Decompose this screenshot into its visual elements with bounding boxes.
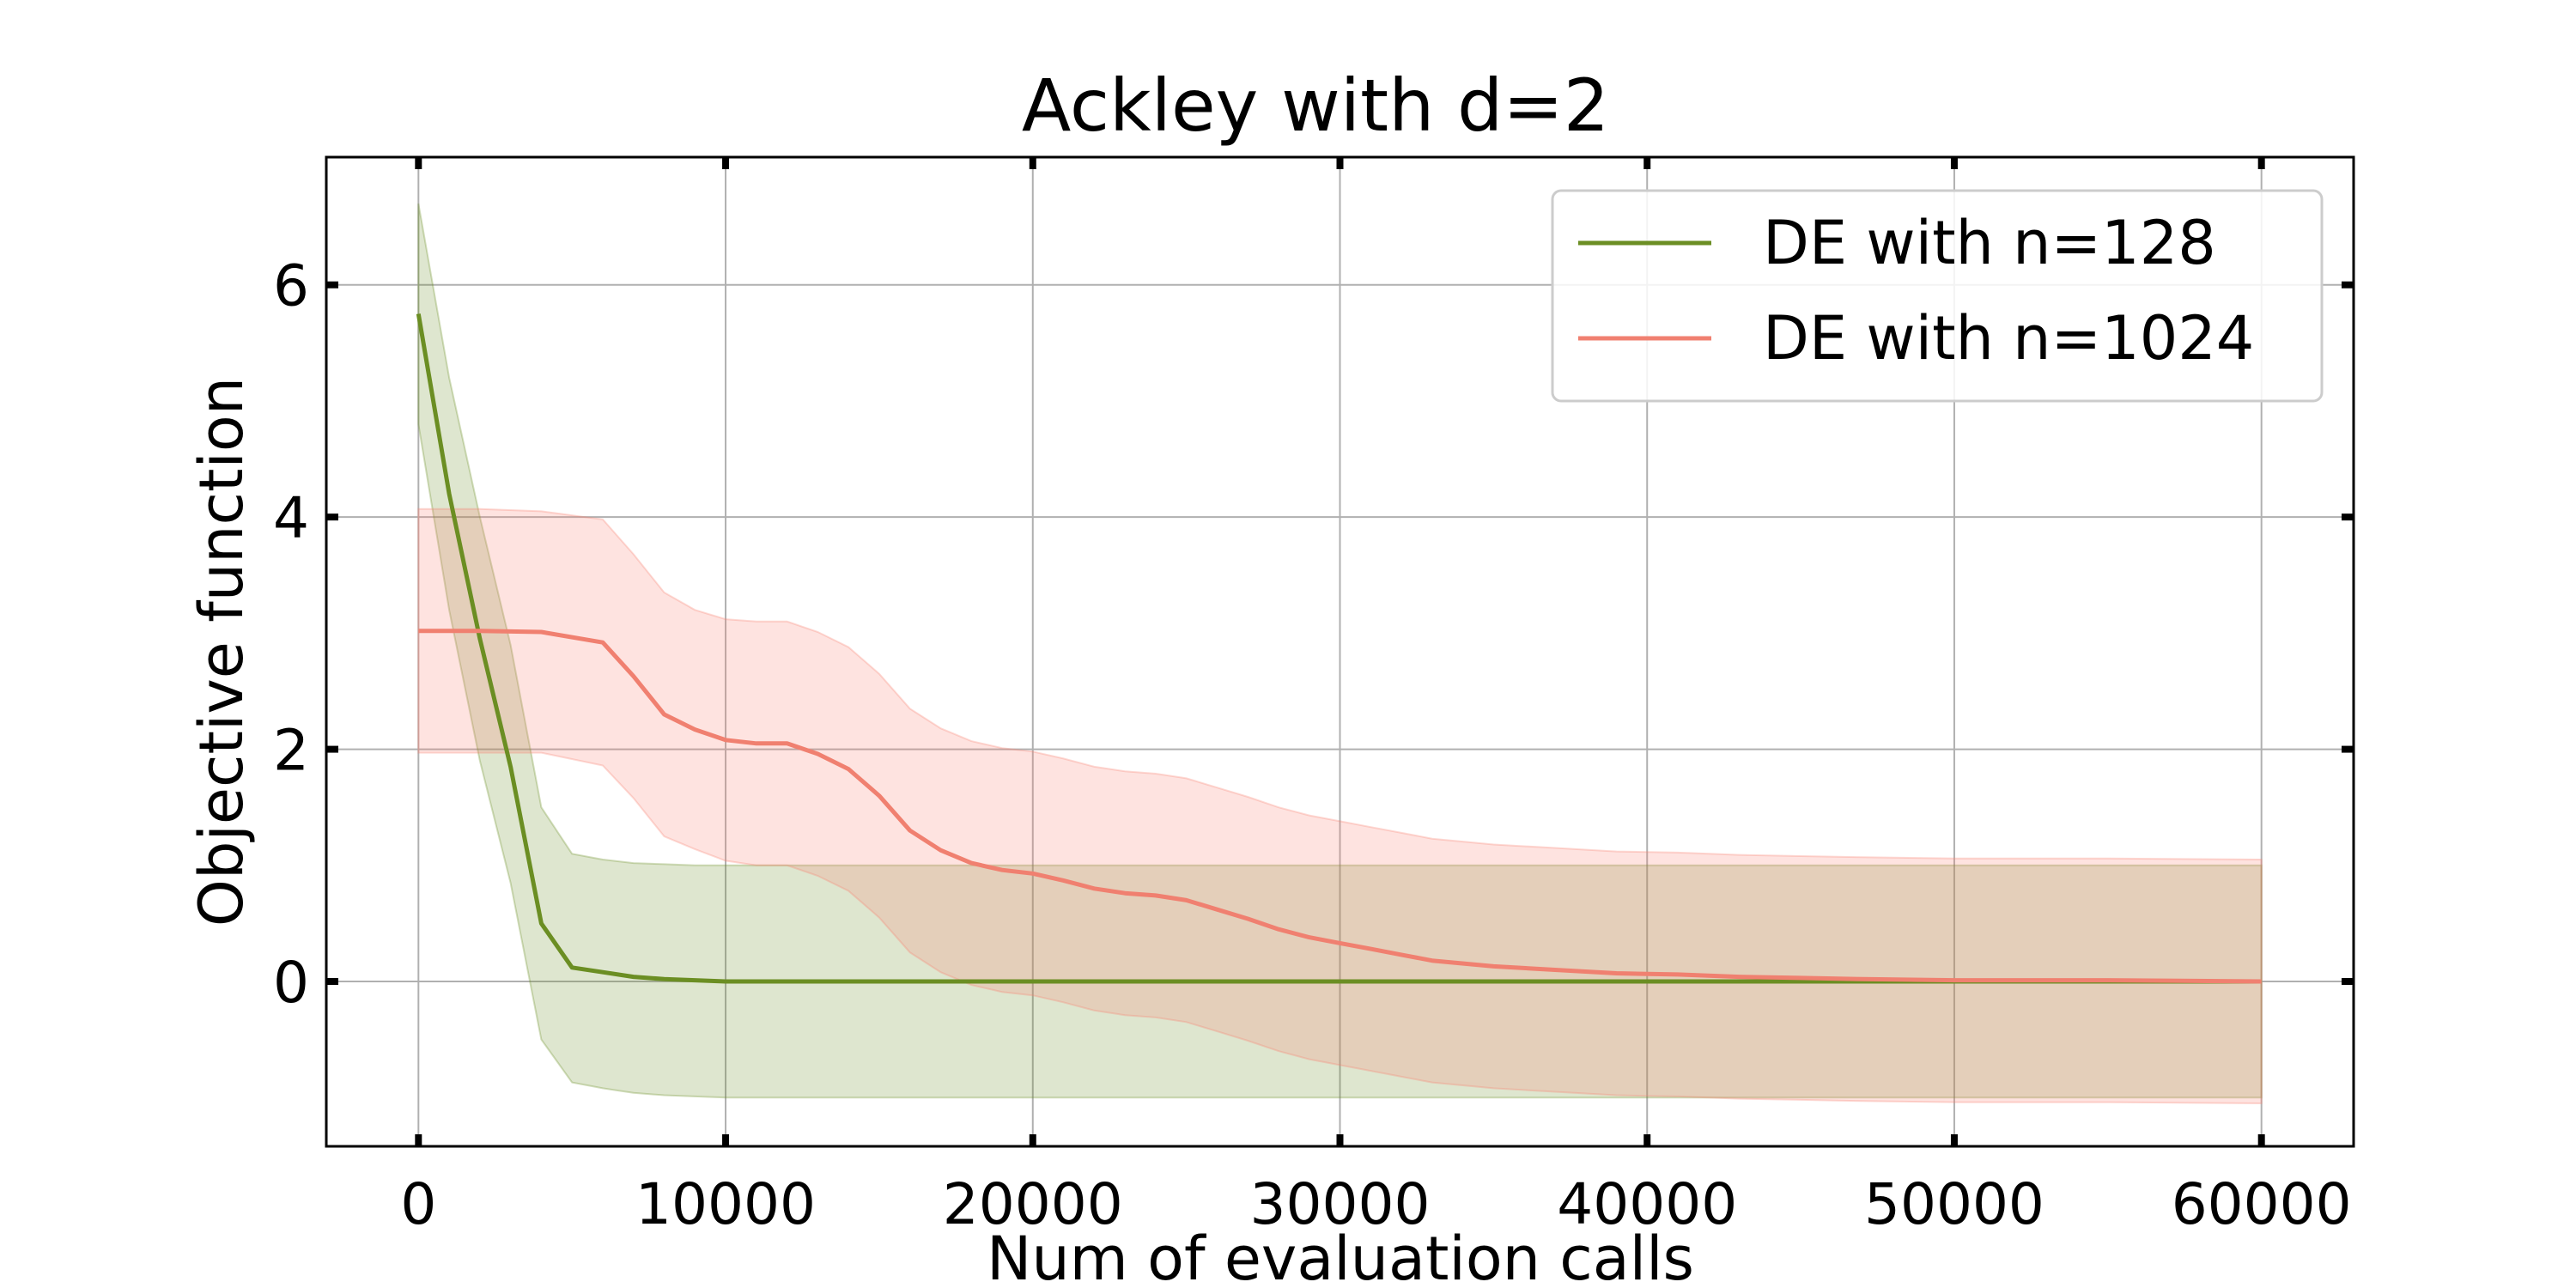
x-tick-label: 0	[400, 1171, 436, 1237]
y-tick-label: 0	[273, 950, 309, 1016]
x-tick-label: 40000	[1557, 1171, 1737, 1237]
legend: DE with n=128 DE with n=1024	[1551, 189, 2324, 403]
series-line-1	[418, 629, 2262, 984]
series-line-0	[416, 313, 2262, 984]
confidence-band-1	[417, 507, 2263, 1105]
series-lines	[416, 313, 2262, 984]
x-axis-label: Num of evaluation calls	[987, 1224, 1694, 1288]
y-tick-label: 6	[273, 253, 309, 319]
x-tick-label: 10000	[635, 1171, 816, 1237]
y-axis-label: Objective function	[186, 377, 257, 927]
y-tick-label: 2	[273, 718, 309, 784]
confidence-bands	[417, 203, 2263, 1105]
legend-box	[1551, 189, 2324, 403]
x-tick-label: 30000	[1250, 1171, 1431, 1237]
legend-label-n1024: DE with n=1024	[1763, 303, 2254, 374]
legend-label-n128: DE with n=128	[1763, 208, 2216, 278]
x-tick-label: 20000	[943, 1171, 1123, 1237]
confidence-band-0	[417, 203, 2263, 1099]
x-tick-label: 60000	[2172, 1171, 2352, 1237]
x-tick-label: 50000	[1864, 1171, 2044, 1237]
chart-title: Ackley with d=2	[1022, 64, 1609, 148]
axis-ticks: 0 10000 20000 30000 40000 50000 60000 0 2 4 6	[273, 157, 2354, 1237]
y-tick-label: 4	[273, 485, 309, 551]
